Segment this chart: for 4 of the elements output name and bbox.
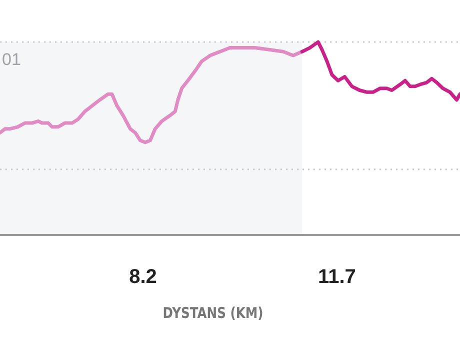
x-tick-label: 11.7 — [318, 266, 356, 288]
x-tick-label: 8.2 — [129, 266, 157, 288]
x-axis-title: DYSTANS (KM) — [162, 304, 264, 322]
ref-line-label: 01 — [2, 50, 21, 69]
